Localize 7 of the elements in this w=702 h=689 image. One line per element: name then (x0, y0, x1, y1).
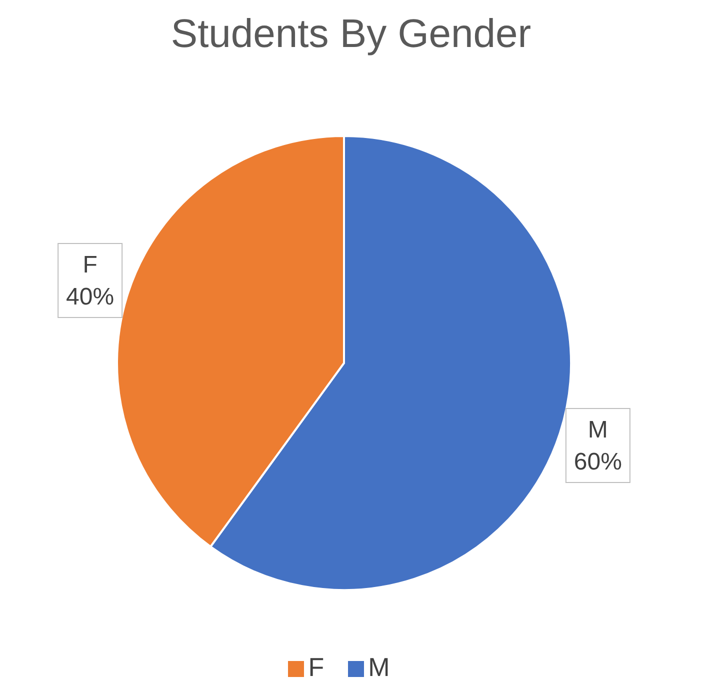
slice-label: F (82, 251, 98, 278)
data-label: 40% (66, 283, 114, 310)
chart-title: Students By Gender (170, 11, 532, 58)
data-label: 60% (574, 448, 622, 476)
legend-label: F (308, 652, 324, 682)
slice-label: M (588, 416, 608, 444)
legend-label: M (368, 652, 390, 682)
